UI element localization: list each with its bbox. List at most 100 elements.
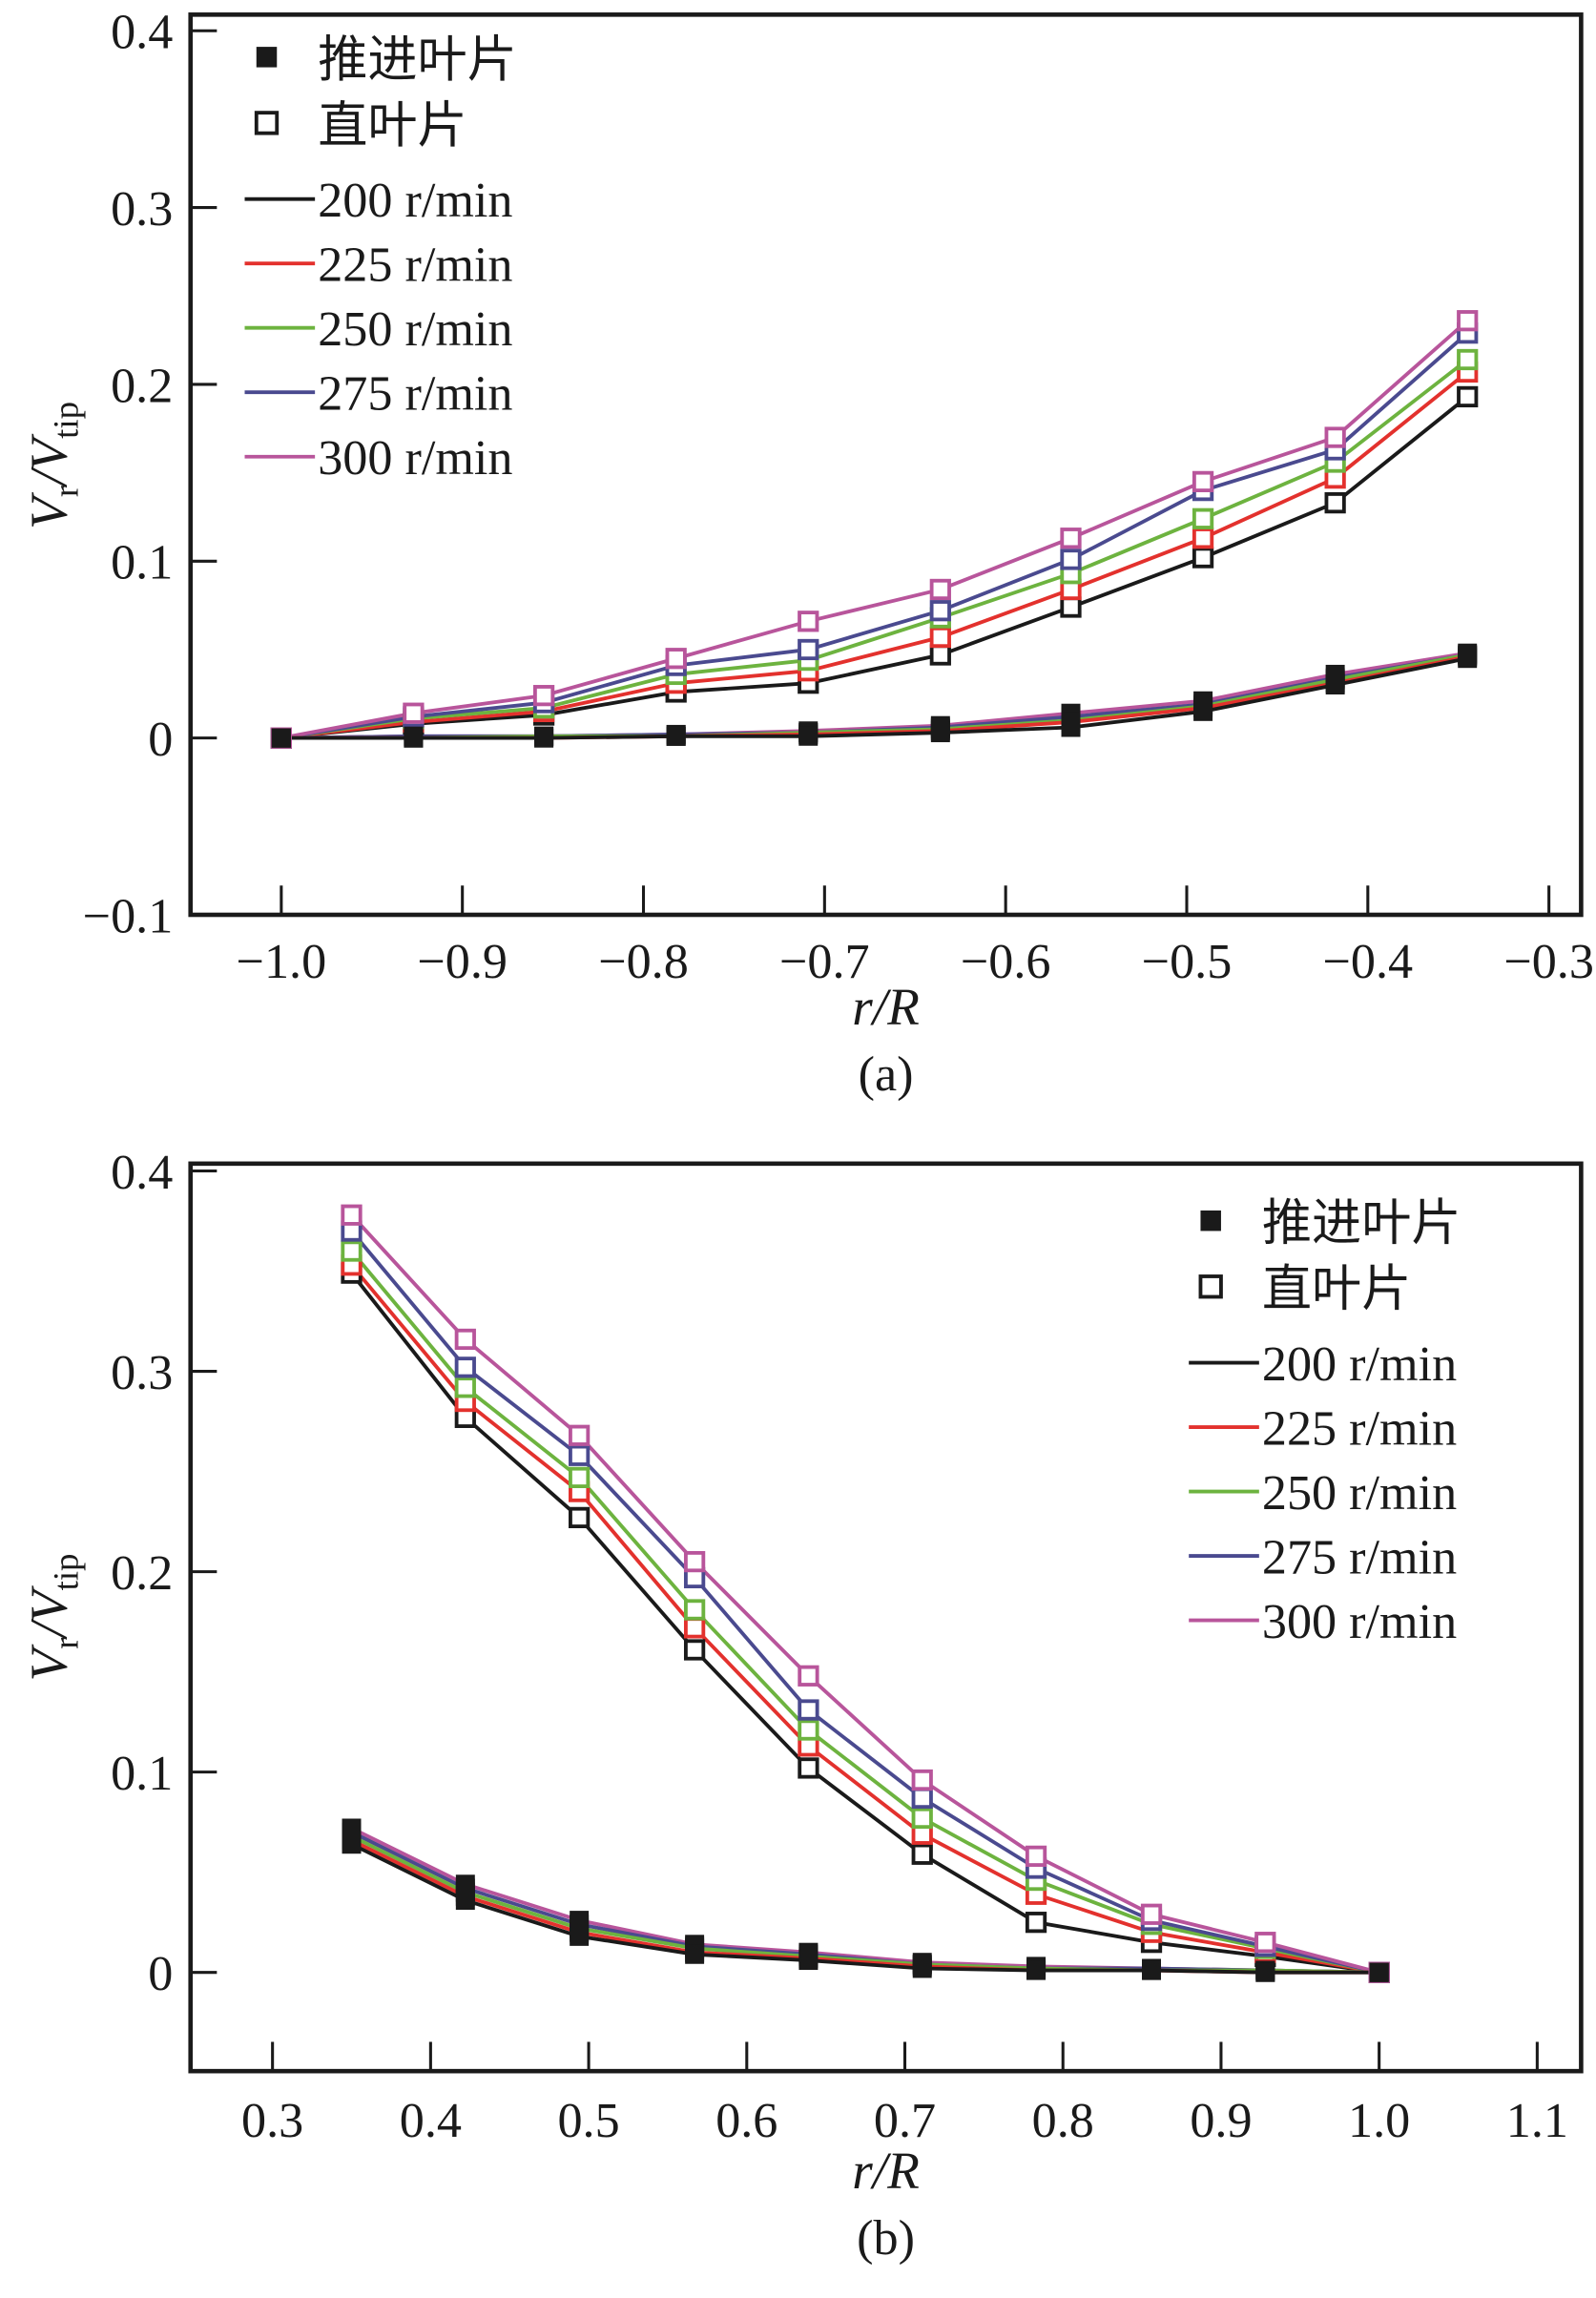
data-point-filled [1061, 717, 1081, 737]
data-point-open [683, 1639, 706, 1661]
data-point-open [1457, 310, 1479, 332]
data-point-open [1324, 491, 1346, 514]
y-axis-label: Vr/Vtip [19, 1554, 85, 1682]
x-tick-label: −0.7 [779, 935, 870, 989]
data-point-filled [342, 1834, 362, 1854]
data-point-filled [1193, 701, 1213, 721]
x-tick-label: −0.9 [417, 935, 508, 989]
x-tick-label: 0.5 [557, 2094, 619, 2148]
x-tick-label: 0.3 [241, 2094, 303, 2148]
data-point-open [341, 1204, 363, 1226]
data-point-open [1060, 528, 1082, 549]
plot-frame [188, 1161, 1584, 2074]
y-tick-label: 0 [148, 1947, 173, 2001]
x-tick-label: −0.4 [1323, 935, 1414, 989]
data-point-open [683, 1617, 706, 1639]
data-point-filled [1458, 649, 1478, 669]
x-tick-label: 1.1 [1506, 2094, 1568, 2148]
data-point-open [569, 1506, 591, 1529]
data-point-open [1192, 470, 1214, 493]
data-point-filled [685, 1944, 705, 1964]
data-point-open [1254, 1932, 1276, 1954]
data-point-filled [798, 726, 819, 746]
x-tick-label: −0.5 [1142, 935, 1233, 989]
chart-panel-a: −1.0 −0.9 −0.8 −0.7 −0.6 −0.5 −0.4 −0.3 −0.1 0 0.1… [19, 6, 1594, 1102]
y-tick-label: 0.1 [111, 536, 173, 590]
x-tick-label: −0.8 [598, 935, 689, 989]
series-line [280, 656, 1468, 740]
series-line [350, 1272, 1379, 1975]
legend-label: 200 r/min [318, 174, 512, 228]
data-point-filled [1026, 1960, 1047, 1980]
data-point-open [1457, 348, 1479, 371]
data-point-open [929, 578, 951, 601]
data-point-filled [271, 728, 291, 748]
x-tick-label: −0.6 [961, 935, 1051, 989]
data-point-open [929, 626, 951, 649]
data-point-open [1457, 385, 1479, 408]
data-point-open [929, 600, 951, 622]
data-point-open [569, 1466, 591, 1489]
data-point-filled [1142, 1960, 1161, 1980]
y-tick-label: 0.2 [111, 1546, 173, 1601]
data-point-filled [930, 723, 950, 743]
data-point-open [798, 1757, 819, 1779]
data-point-open [403, 702, 425, 724]
data-point-open [454, 1328, 476, 1351]
series-line [350, 1842, 1379, 1975]
legend-filled-square-icon [256, 47, 278, 68]
data-point-open [911, 1787, 933, 1810]
data-point-open [798, 1665, 819, 1687]
data-point-open [1192, 547, 1214, 569]
y-tick-label: 0.3 [111, 1346, 173, 1400]
series-line [280, 319, 1469, 740]
data-point-filled [1255, 1962, 1275, 1982]
legend-label: 200 r/min [1262, 1337, 1457, 1392]
data-point-open [1192, 528, 1214, 549]
legend-label: 225 r/min [318, 238, 512, 293]
legend-open-square-icon [254, 111, 280, 135]
legend-label: 推进叶片 [318, 33, 517, 88]
data-point-filled [1325, 675, 1345, 695]
legend-label: 推进叶片 [1262, 1197, 1461, 1252]
series-line [350, 1230, 1380, 1975]
data-point-filled [666, 726, 686, 746]
legend-label: 225 r/min [1262, 1401, 1457, 1456]
data-point-open [454, 1356, 476, 1378]
y-axis-label: Vr/Vtip [19, 402, 85, 529]
x-tick-label: 1.0 [1348, 2094, 1410, 2148]
data-point-open [569, 1424, 591, 1446]
y-tick-label: 0 [148, 713, 173, 767]
legend-label: 250 r/min [318, 302, 512, 357]
data-point-filled [455, 1891, 475, 1911]
data-point-filled [404, 728, 424, 748]
series-line [280, 370, 1469, 740]
data-point-open [665, 648, 687, 670]
data-point-open [911, 1769, 933, 1791]
data-point-open [532, 685, 555, 707]
x-tick-label: −0.3 [1503, 935, 1594, 989]
panel-caption: (b) [857, 2211, 915, 2266]
y-tick-label: −0.1 [83, 889, 174, 943]
legend-filled-square-icon [1200, 1210, 1221, 1232]
data-point-open [1140, 1903, 1163, 1925]
chart-panel-b: 0.3 0.4 0.5 0.6 0.7 0.8 0.9 1.0 1.1 0 0.1 0.2 0.3 0.4… [19, 1146, 1584, 2266]
data-point-open [798, 1719, 819, 1741]
data-point-open [683, 1550, 706, 1573]
series-line [280, 358, 1469, 740]
y-tick-label: 0.3 [111, 182, 173, 237]
data-point-open [911, 1843, 933, 1865]
panel-caption: (a) [859, 1047, 914, 1102]
x-tick-label: 0.6 [715, 2094, 777, 2148]
data-point-filled [798, 1951, 819, 1971]
data-point-open [1060, 596, 1082, 618]
data-point-open [683, 1599, 706, 1621]
legend-label: 275 r/min [318, 367, 512, 422]
legend-label: 250 r/min [1262, 1466, 1457, 1521]
y-tick-label: 0.1 [111, 1747, 173, 1801]
legend-label: 275 r/min [1262, 1530, 1457, 1584]
x-axis-label: r/R [852, 2142, 920, 2200]
data-point-open [454, 1377, 476, 1398]
